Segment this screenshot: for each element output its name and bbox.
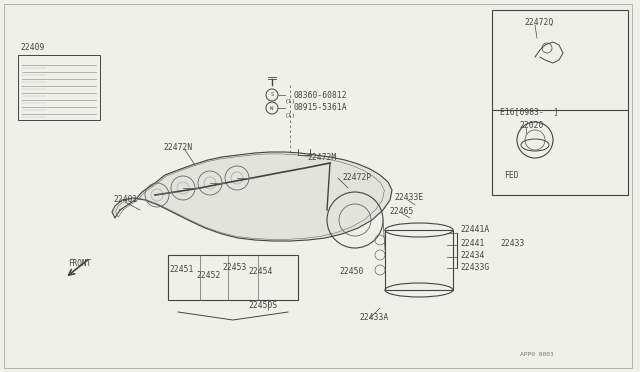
Bar [168,255,298,300]
Text: 08360-60812: 08360-60812 [293,90,347,99]
Polygon shape [112,152,392,241]
Text: 22472Q: 22472Q [524,17,553,26]
Text: 22441: 22441 [460,238,484,247]
Text: 22401: 22401 [113,196,138,205]
Text: 22472M: 22472M [307,154,336,163]
Text: FRONT: FRONT [68,259,91,267]
Text: 22433: 22433 [500,238,524,247]
Text: W: W [270,106,274,110]
Text: 22451: 22451 [169,266,193,275]
Text: E16[0983-  ]: E16[0983- ] [500,108,559,116]
Text: 22472P: 22472P [342,173,371,183]
Text: 22433G: 22433G [460,263,489,272]
Text: 22433E: 22433E [394,193,423,202]
Text: 22452: 22452 [196,270,220,279]
Text: APP0 0003: APP0 0003 [520,353,554,357]
Text: 22433A: 22433A [359,314,388,323]
Text: 08915-5361A: 08915-5361A [293,103,347,112]
Text: 22450S: 22450S [248,301,277,310]
Text: FED: FED [504,170,518,180]
Text: (1): (1) [285,112,296,118]
Bar [18,55,100,120]
Text: 22472N: 22472N [163,144,192,153]
Text: (1): (1) [285,99,296,105]
Text: 22453: 22453 [222,263,246,273]
Text: 22465: 22465 [389,208,413,217]
Text: 22454: 22454 [248,267,273,276]
Text: 22441A: 22441A [460,225,489,234]
Text: 22450: 22450 [339,267,364,276]
Text: 22434: 22434 [460,250,484,260]
Bar [492,10,628,195]
Text: S: S [270,93,274,97]
Text: 22020: 22020 [519,121,543,129]
Bar [385,230,453,290]
Text: 22409: 22409 [20,42,44,51]
